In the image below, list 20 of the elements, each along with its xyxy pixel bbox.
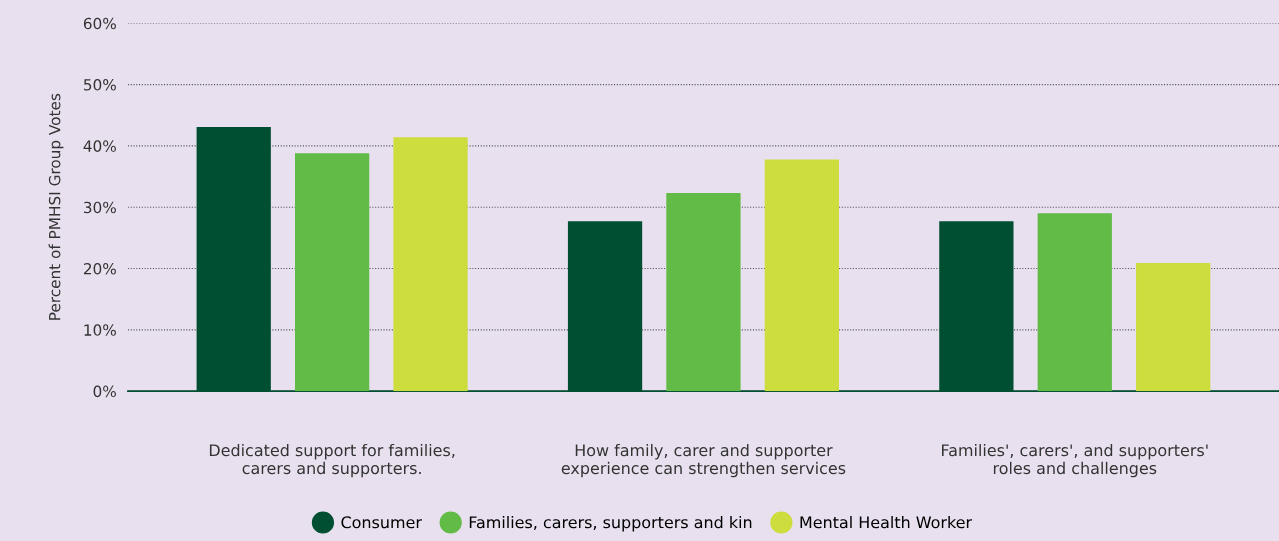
bar bbox=[393, 137, 468, 392]
bar bbox=[1037, 213, 1112, 392]
y-axis-title: Percent of PMHSI Group Votes bbox=[48, 93, 64, 320]
x-tick-label: Families', carers', and supporters' roles and challenges bbox=[942, 443, 1208, 478]
y-tick-label: 20% bbox=[83, 262, 116, 275]
x-tick-label: Dedicated support for families, carers and supporters. bbox=[209, 443, 455, 478]
bar bbox=[1136, 263, 1211, 392]
legend-label: Mental Health Worker bbox=[800, 515, 973, 529]
y-tick-label: 0% bbox=[93, 385, 116, 398]
y-tick-label: 60% bbox=[83, 17, 116, 30]
bar bbox=[764, 159, 839, 392]
x-tick-label: How family, carer and supporter experience can strengthen services bbox=[561, 443, 846, 478]
legend-label: Consumer bbox=[341, 516, 422, 529]
y-tick-label: 10% bbox=[84, 324, 116, 336]
bar bbox=[666, 193, 741, 392]
y-tick-label: 50% bbox=[84, 79, 116, 91]
y-tick-label: 30% bbox=[84, 201, 116, 214]
bar bbox=[295, 153, 370, 392]
legend-label: Families, carers, supporters and kin bbox=[469, 515, 752, 532]
y-tick-label: 40% bbox=[83, 140, 116, 152]
